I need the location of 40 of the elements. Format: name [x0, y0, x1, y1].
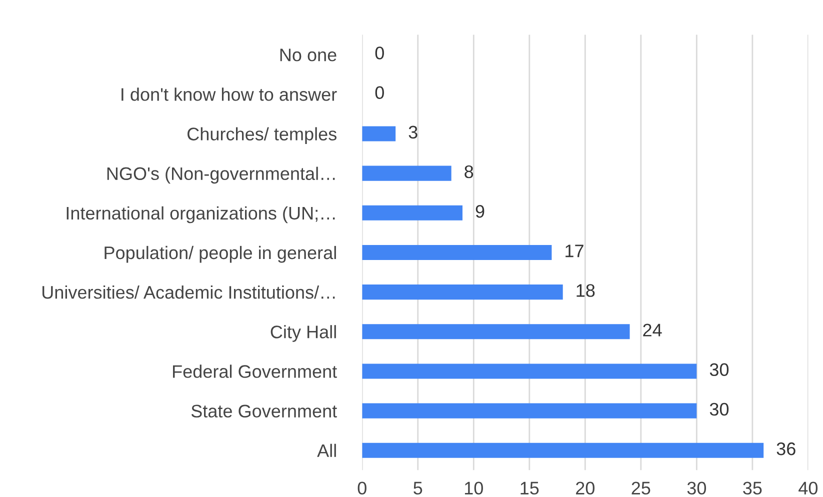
- bar: [362, 364, 697, 379]
- bar: [362, 166, 452, 181]
- bar: [362, 284, 563, 300]
- data-label: 8: [464, 165, 474, 178]
- bar: [362, 442, 764, 458]
- x-tick-label: 0: [358, 482, 366, 495]
- y-tick-label: City Hall: [270, 325, 336, 342]
- bar: [362, 324, 630, 340]
- y-tick-label: Population/ people in general: [104, 246, 336, 263]
- x-tick-label: 15: [520, 482, 539, 495]
- x-tick-label: 35: [743, 482, 762, 495]
- y-tick-label: No one: [280, 48, 336, 62]
- y-tick-label: All: [317, 444, 336, 457]
- data-label: 17: [566, 244, 584, 258]
- x-tick-label: 10: [464, 482, 483, 495]
- y-tick-label: Federal Government: [173, 364, 337, 378]
- y-tick-label: Churches/ temples: [188, 127, 336, 144]
- y-tick-label: Universities/ Academic Institutions/…: [42, 286, 335, 299]
- x-tick-label: 25: [632, 482, 650, 495]
- y-tick-label: International organizations (UN;…: [66, 206, 335, 224]
- data-label: 18: [576, 284, 595, 297]
- data-label: 30: [710, 402, 729, 416]
- data-label: 24: [643, 324, 662, 336]
- data-label: 0: [375, 46, 384, 60]
- data-label: 3: [408, 126, 418, 139]
- bar: [362, 126, 396, 142]
- data-label: 36: [776, 442, 796, 456]
- data-label: 0: [375, 86, 384, 100]
- data-label: 30: [710, 363, 729, 376]
- x-tick-label: 30: [687, 482, 706, 495]
- data-label: 9: [476, 204, 484, 218]
- x-tick-label: 20: [576, 482, 594, 495]
- bar: [362, 205, 462, 220]
- y-tick-label: I don't know how to answer: [122, 88, 337, 101]
- x-tick-label: 40: [798, 482, 818, 495]
- y-tick-label: State Government: [191, 404, 337, 418]
- bar: [362, 244, 552, 260]
- y-tick-label: NGO's (Non-governmental…: [107, 166, 335, 184]
- x-tick-label: 5: [414, 482, 422, 495]
- bar: [362, 403, 697, 418]
